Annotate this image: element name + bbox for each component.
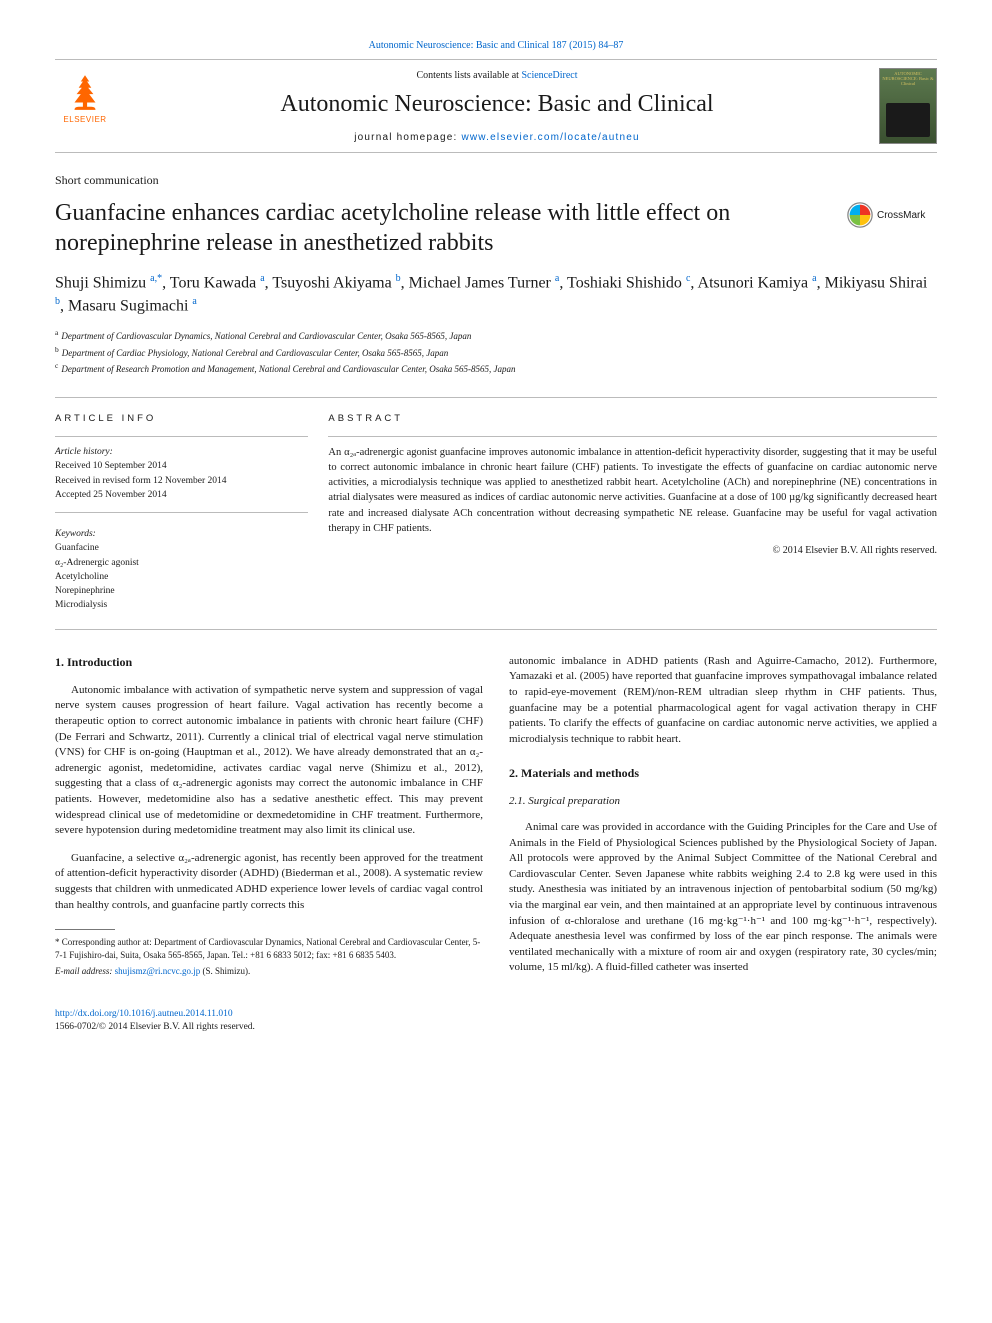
issue-citation-link[interactable]: Autonomic Neuroscience: Basic and Clinic… — [369, 40, 624, 51]
email-suffix: (S. Shimizu). — [200, 966, 250, 976]
section-1-para-2: Guanfacine, a selective α₂ₐ-adrenergic a… — [55, 851, 483, 913]
abstract: ABSTRACT An α₂ₐ-adrenergic agonist guanf… — [328, 412, 937, 613]
elsevier-tree-icon — [64, 71, 106, 113]
article-info: ARTICLE INFO Article history: Received 1… — [55, 412, 328, 613]
abstract-text: An α₂ₐ-adrenergic agonist guanfacine imp… — [328, 445, 937, 536]
section-1-para-3: autonomic imbalance in ADHD patients (Ra… — [509, 654, 937, 748]
article-title: Guanfacine enhances cardiac acetylcholin… — [55, 198, 831, 258]
abstract-copyright: © 2014 Elsevier B.V. All rights reserved… — [328, 544, 937, 559]
article-info-heading: ARTICLE INFO — [55, 412, 308, 426]
abstract-heading: ABSTRACT — [328, 412, 937, 426]
journal-cover-thumb: AUTONOMIC NEUROSCIENCE: Basic & Clinical — [879, 68, 937, 144]
crossmark-icon — [847, 202, 873, 228]
elsevier-wordmark: ELSEVIER — [63, 115, 106, 124]
journal-homepage: journal homepage: www.elsevier.com/locat… — [115, 132, 879, 143]
masthead-center: Contents lists available at ScienceDirec… — [115, 70, 879, 143]
contents-prefix: Contents lists available at — [416, 70, 521, 81]
history-accepted: Accepted 25 November 2014 — [55, 488, 308, 502]
crossmark-label: CrossMark — [877, 210, 925, 221]
authors: Shuji Shimizu a,*, Toru Kawada a, Tsuyos… — [55, 272, 937, 317]
crossmark-badge[interactable]: CrossMark — [847, 202, 937, 228]
section-2-1-para-1: Animal care was provided in accordance w… — [509, 820, 937, 976]
article-type: Short communication — [55, 173, 937, 188]
issn-copyright: 1566-0702/© 2014 Elsevier B.V. All right… — [55, 1022, 255, 1032]
section-2-heading: 2. Materials and methods — [509, 765, 937, 782]
homepage-label: journal homepage: — [354, 132, 461, 143]
sciencedirect-link[interactable]: ScienceDirect — [521, 70, 577, 81]
email-label: E-mail address: — [55, 966, 115, 976]
history-received: Received 10 September 2014 — [55, 459, 308, 473]
history-label: Article history: — [55, 445, 308, 459]
corresponding-author: * Corresponding author at: Department of… — [55, 936, 483, 961]
corresponding-email: E-mail address: shujismz@ri.ncvc.go.jp (… — [55, 965, 483, 978]
section-1-heading: 1. Introduction — [55, 654, 483, 671]
issue-citation: Autonomic Neuroscience: Basic and Clinic… — [55, 40, 937, 51]
section-1-para-1: Autonomic imbalance with activation of s… — [55, 683, 483, 839]
footer-links: http://dx.doi.org/10.1016/j.autneu.2014.… — [55, 1008, 937, 1035]
keywords-label: Keywords: — [55, 527, 308, 541]
section-2-1-heading: 2.1. Surgical preparation — [509, 794, 937, 810]
footnote-rule — [55, 929, 115, 930]
doi-link[interactable]: http://dx.doi.org/10.1016/j.autneu.2014.… — [55, 1009, 233, 1019]
keywords-list: Guanfacineα₂-Adrenergic agonistAcetylcho… — [55, 541, 308, 612]
cover-thumb-image — [886, 103, 930, 137]
email-link[interactable]: shujismz@ri.ncvc.go.jp — [115, 966, 201, 976]
masthead: ELSEVIER Contents lists available at Sci… — [55, 59, 937, 153]
history-revised: Received in revised form 12 November 201… — [55, 474, 308, 488]
elsevier-logo: ELSEVIER — [55, 71, 115, 141]
footnotes: * Corresponding author at: Department of… — [55, 936, 483, 978]
affiliations: aDepartment of Cardiovascular Dynamics, … — [55, 327, 937, 377]
cover-thumb-title: AUTONOMIC NEUROSCIENCE: Basic & Clinical — [880, 69, 936, 87]
contents-line: Contents lists available at ScienceDirec… — [115, 70, 879, 81]
homepage-url[interactable]: www.elsevier.com/locate/autneu — [461, 132, 639, 143]
journal-title: Autonomic Neuroscience: Basic and Clinic… — [115, 91, 879, 118]
article-body: 1. Introduction Autonomic imbalance with… — [55, 654, 937, 988]
